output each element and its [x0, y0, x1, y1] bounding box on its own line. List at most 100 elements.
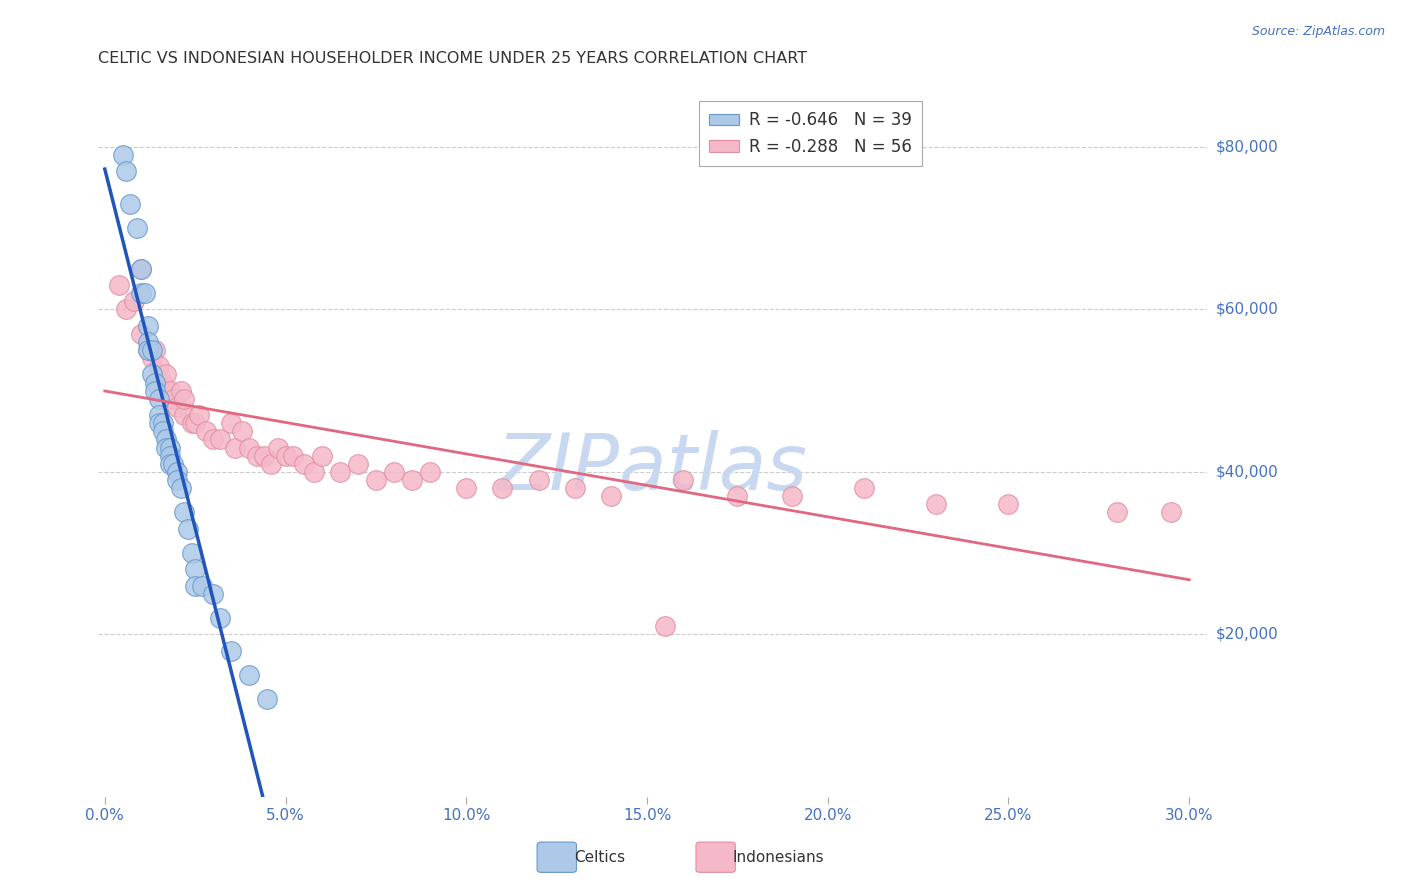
Point [224, 441, 246, 455]
Point [173, 392, 195, 406]
Point [162, 392, 184, 406]
Point [274, 449, 297, 463]
Point [267, 441, 290, 455]
Point [246, 449, 269, 463]
Point [108, 278, 131, 293]
Text: Indonesians: Indonesians [733, 850, 824, 864]
Point [141, 343, 163, 357]
Point [564, 481, 586, 495]
Point [177, 522, 200, 536]
Point [129, 261, 152, 276]
Point [129, 261, 152, 276]
Point [209, 433, 232, 447]
Point [141, 368, 163, 382]
Point [166, 473, 188, 487]
Point [115, 164, 138, 178]
Point [136, 318, 159, 333]
Point [209, 611, 232, 625]
Point [145, 343, 167, 357]
Point [159, 449, 181, 463]
Text: $40,000: $40,000 [1216, 465, 1278, 479]
Point [281, 449, 304, 463]
Point [145, 384, 167, 398]
Point [134, 286, 156, 301]
Point [155, 368, 177, 382]
Point [780, 489, 803, 503]
Point [672, 473, 695, 487]
Point [120, 197, 142, 211]
Point [304, 465, 326, 479]
Point [184, 416, 207, 430]
Point [152, 424, 174, 438]
Point [347, 457, 370, 471]
Point [136, 334, 159, 349]
Point [173, 408, 195, 422]
Point [599, 489, 621, 503]
Point [260, 457, 283, 471]
Point [170, 481, 193, 495]
Point [180, 416, 202, 430]
Point [195, 424, 218, 438]
Point [202, 433, 225, 447]
Point [173, 506, 195, 520]
Point [292, 457, 315, 471]
Text: ZIPatlas: ZIPatlas [496, 430, 808, 506]
Point [155, 441, 177, 455]
Point [166, 465, 188, 479]
Point [152, 416, 174, 430]
Point [180, 546, 202, 560]
Point [187, 408, 209, 422]
Point [111, 148, 134, 162]
Point [129, 326, 152, 341]
Point [184, 578, 207, 592]
Point [159, 441, 181, 455]
Point [141, 351, 163, 366]
Point [456, 481, 478, 495]
Text: Celtics: Celtics [574, 850, 624, 864]
Point [159, 384, 181, 398]
Point [419, 465, 441, 479]
Text: $60,000: $60,000 [1216, 302, 1278, 317]
Point [364, 473, 387, 487]
Point [725, 489, 748, 503]
Point [231, 424, 253, 438]
Point [997, 497, 1019, 511]
Point [148, 359, 170, 374]
Point [491, 481, 513, 495]
Point [527, 473, 550, 487]
Point [159, 457, 181, 471]
Point [136, 343, 159, 357]
Point [155, 433, 177, 447]
Point [238, 668, 260, 682]
Point [256, 692, 278, 706]
Point [184, 562, 207, 576]
Point [152, 376, 174, 390]
Point [145, 376, 167, 390]
Point [1160, 506, 1182, 520]
Point [925, 497, 948, 511]
Point [136, 343, 159, 357]
Point [654, 619, 676, 633]
Point [253, 449, 276, 463]
Point [311, 449, 333, 463]
Point [401, 473, 423, 487]
Point [382, 465, 405, 479]
Point [221, 416, 243, 430]
Point [166, 400, 188, 414]
Point [221, 643, 243, 657]
Point [202, 587, 225, 601]
Legend: R = -0.646   N = 39, R = -0.288   N = 56: R = -0.646 N = 39, R = -0.288 N = 56 [699, 101, 921, 166]
Point [191, 578, 214, 592]
Point [148, 392, 170, 406]
Point [115, 302, 138, 317]
Point [129, 286, 152, 301]
Point [162, 457, 184, 471]
Point [329, 465, 352, 479]
Text: $20,000: $20,000 [1216, 627, 1278, 641]
Text: $80,000: $80,000 [1216, 139, 1278, 154]
Point [122, 294, 145, 309]
Point [852, 481, 875, 495]
Text: CELTIC VS INDONESIAN HOUSEHOLDER INCOME UNDER 25 YEARS CORRELATION CHART: CELTIC VS INDONESIAN HOUSEHOLDER INCOME … [97, 51, 807, 66]
Point [170, 384, 193, 398]
Point [1105, 506, 1128, 520]
